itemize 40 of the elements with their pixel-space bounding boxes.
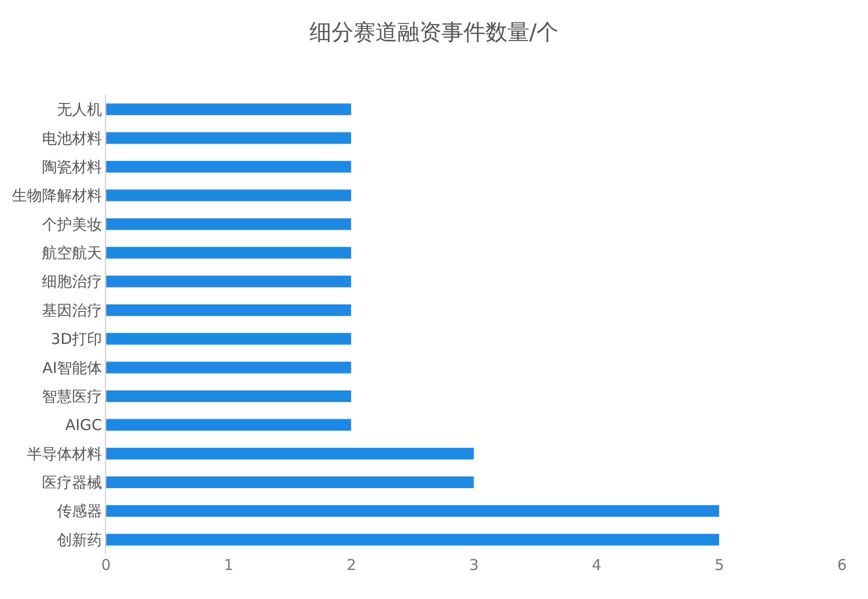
y-tick-label: 创新药 (57, 530, 102, 549)
chart-title: 细分赛道融资事件数量/个 (309, 20, 559, 46)
bar (106, 160, 352, 173)
bar (106, 275, 352, 288)
bar (106, 390, 352, 402)
y-tick-label: 陶瓷材料 (42, 158, 102, 176)
y-tick-label: 电池材料 (42, 129, 102, 148)
y-tick-label: AI智能体 (42, 358, 102, 377)
bar (106, 132, 352, 144)
x-tick-label: 5 (714, 556, 724, 574)
x-tick-label: 6 (837, 556, 847, 574)
bar (106, 476, 474, 489)
bar (106, 332, 352, 346)
y-tick-label: 航空航天 (42, 244, 102, 262)
y-tick-label: 医疗器械 (42, 474, 102, 492)
y-tick-label: 细胞治疗 (42, 272, 102, 291)
y-tick-label: 3D打印 (50, 330, 102, 348)
bar (106, 447, 474, 460)
y-tick-label: 半导体材料 (27, 444, 102, 463)
bar (106, 361, 352, 374)
y-tick-label: 生物降解材料 (12, 186, 102, 205)
bar (106, 418, 352, 432)
y-tick-label: 无人机 (57, 100, 102, 119)
bar (106, 103, 352, 116)
x-tick-label: 2 (346, 556, 356, 574)
y-tick-label: 个护美妆 (42, 215, 102, 234)
x-tick-label: 3 (469, 556, 479, 574)
x-tick-label: 1 (224, 556, 234, 574)
y-tick-label: 智慧医疗 (42, 387, 102, 406)
x-tick-label: 4 (592, 556, 602, 574)
bar (106, 533, 720, 546)
y-tick-label: 基因治疗 (42, 301, 102, 320)
bar (106, 189, 352, 202)
y-tick-label: 传感器 (57, 502, 102, 520)
y-tick-label: AIGC (65, 416, 102, 434)
bar (106, 504, 720, 518)
bar (106, 218, 352, 230)
x-tick-label: 0 (101, 556, 111, 574)
bar (106, 246, 352, 260)
bar (106, 304, 352, 316)
